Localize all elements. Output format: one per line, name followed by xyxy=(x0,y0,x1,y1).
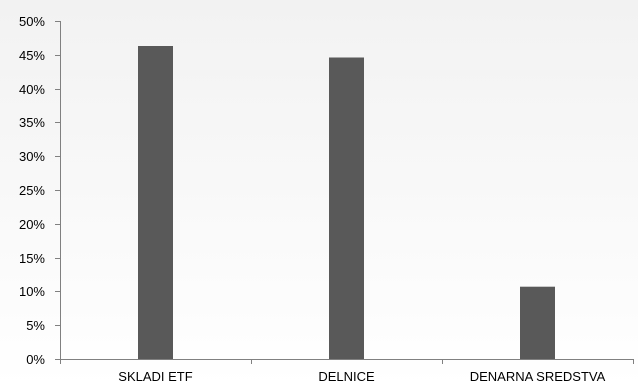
x-tick-label: DELNICE xyxy=(318,369,375,384)
axes-group xyxy=(60,21,634,364)
y-tick-label: 45% xyxy=(19,48,45,63)
bars-group xyxy=(138,46,555,359)
y-tick-label: 40% xyxy=(19,82,45,97)
y-tick-label: 10% xyxy=(19,284,45,299)
y-tick-label: 50% xyxy=(19,14,45,29)
x-axis-labels: SKLADI ETF DELNICE DENARNA SREDSTVA xyxy=(118,369,605,384)
bar-skladi-etf xyxy=(138,46,173,359)
y-tick-label: 25% xyxy=(19,183,45,198)
bar-denarna-sredstva xyxy=(520,286,555,359)
bar-delnice xyxy=(329,57,364,359)
y-tick-label: 20% xyxy=(19,217,45,232)
y-tick-label: 15% xyxy=(19,251,45,266)
y-tick-label: 35% xyxy=(19,115,45,130)
y-tick-label: 0% xyxy=(26,352,45,367)
y-tick-label: 5% xyxy=(26,318,45,333)
x-tick-label: SKLADI ETF xyxy=(118,369,192,384)
x-tick-label: DENARNA SREDSTVA xyxy=(470,369,606,384)
y-axis-ticks: 0% 5% 10% 15% 20% 25% 30% 35% 40% 45% 50% xyxy=(19,14,60,367)
y-tick-label: 30% xyxy=(19,149,45,164)
